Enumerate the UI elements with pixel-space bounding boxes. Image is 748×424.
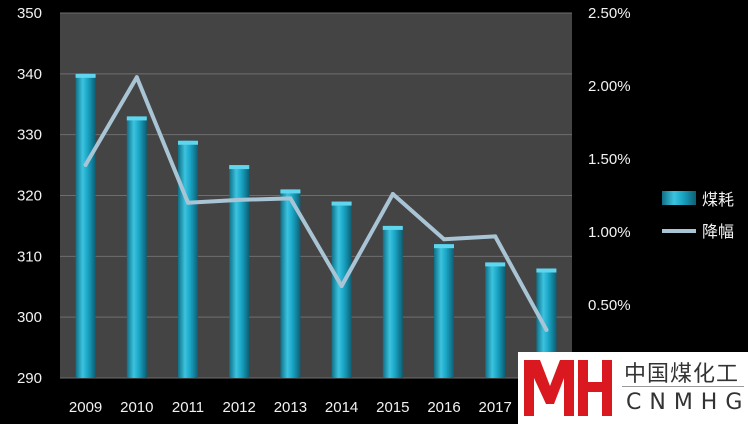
left-axis-ticks: 290 300 310 320 330 340 350 — [17, 5, 42, 387]
bar-cap — [382, 225, 403, 230]
line-point — [339, 284, 344, 289]
bar-cap — [280, 189, 301, 194]
watermark-logo: 中国煤化工 CNMHG — [518, 352, 748, 424]
line-point — [237, 197, 242, 202]
right-tick-label: 2.00% — [588, 78, 631, 95]
line-path — [83, 75, 549, 332]
line-point — [544, 327, 549, 332]
left-tick-label: 310 — [17, 248, 42, 265]
bar — [536, 268, 557, 378]
line-point — [186, 200, 190, 205]
x-tick-label: 2011 — [172, 399, 204, 416]
x-tick-label: 2017 — [479, 399, 512, 416]
x-tick-label: 2012 — [223, 399, 256, 416]
legend-label-bar: 煤耗 — [702, 190, 734, 209]
line-point — [288, 196, 293, 201]
left-tick-label: 350 — [17, 5, 42, 22]
line-point — [134, 75, 139, 80]
bar — [382, 225, 403, 378]
watermark-divider — [622, 386, 744, 387]
bar-cap — [331, 201, 352, 206]
line-point — [390, 192, 395, 197]
line-series — [83, 75, 549, 332]
bar — [434, 244, 454, 378]
bar-series — [75, 73, 557, 379]
bar-cap — [178, 140, 198, 145]
bar-cap — [536, 268, 557, 273]
x-tick-label: 2013 — [274, 399, 307, 416]
bar-cap — [434, 244, 454, 249]
x-axis-ticks: 2009201020112012201320142015201620172018 — [69, 399, 563, 416]
left-tick-label: 300 — [17, 309, 42, 326]
left-tick-label: 330 — [17, 127, 42, 144]
watermark-text-en: CNMHG — [626, 390, 748, 415]
right-tick-label: 2.50% — [588, 5, 631, 22]
bar — [178, 140, 198, 378]
bar — [126, 116, 147, 379]
bar — [75, 73, 96, 378]
bar — [229, 165, 250, 378]
bar-cap — [229, 165, 250, 170]
bar — [331, 201, 352, 378]
bar-cap — [75, 73, 96, 78]
legend-swatch-bar — [662, 191, 696, 205]
logo-mark — [524, 360, 612, 416]
line-point — [493, 234, 498, 239]
left-tick-label: 290 — [17, 370, 42, 387]
left-tick-label: 340 — [17, 66, 42, 83]
bar — [485, 262, 506, 378]
watermark-text-cn: 中国煤化工 — [624, 362, 740, 387]
bar-cap — [126, 116, 147, 121]
x-tick-label: 2010 — [120, 399, 153, 416]
right-tick-label: 1.00% — [588, 224, 631, 241]
x-tick-label: 2009 — [69, 399, 102, 416]
right-axis-ticks: 0.50% 1.00% 1.50% 2.00% 2.50% — [588, 5, 631, 314]
line-point — [442, 237, 446, 242]
bar — [280, 189, 301, 378]
bar-cap — [485, 262, 506, 267]
x-tick-label: 2014 — [325, 399, 358, 416]
legend-label-line: 降幅 — [702, 222, 734, 241]
left-tick-label: 320 — [17, 188, 42, 205]
right-tick-label: 0.50% — [588, 297, 631, 314]
x-tick-label: 2016 — [427, 399, 460, 416]
x-tick-label: 2015 — [376, 399, 409, 416]
right-tick-label: 1.50% — [588, 151, 631, 168]
line-point — [83, 162, 88, 167]
